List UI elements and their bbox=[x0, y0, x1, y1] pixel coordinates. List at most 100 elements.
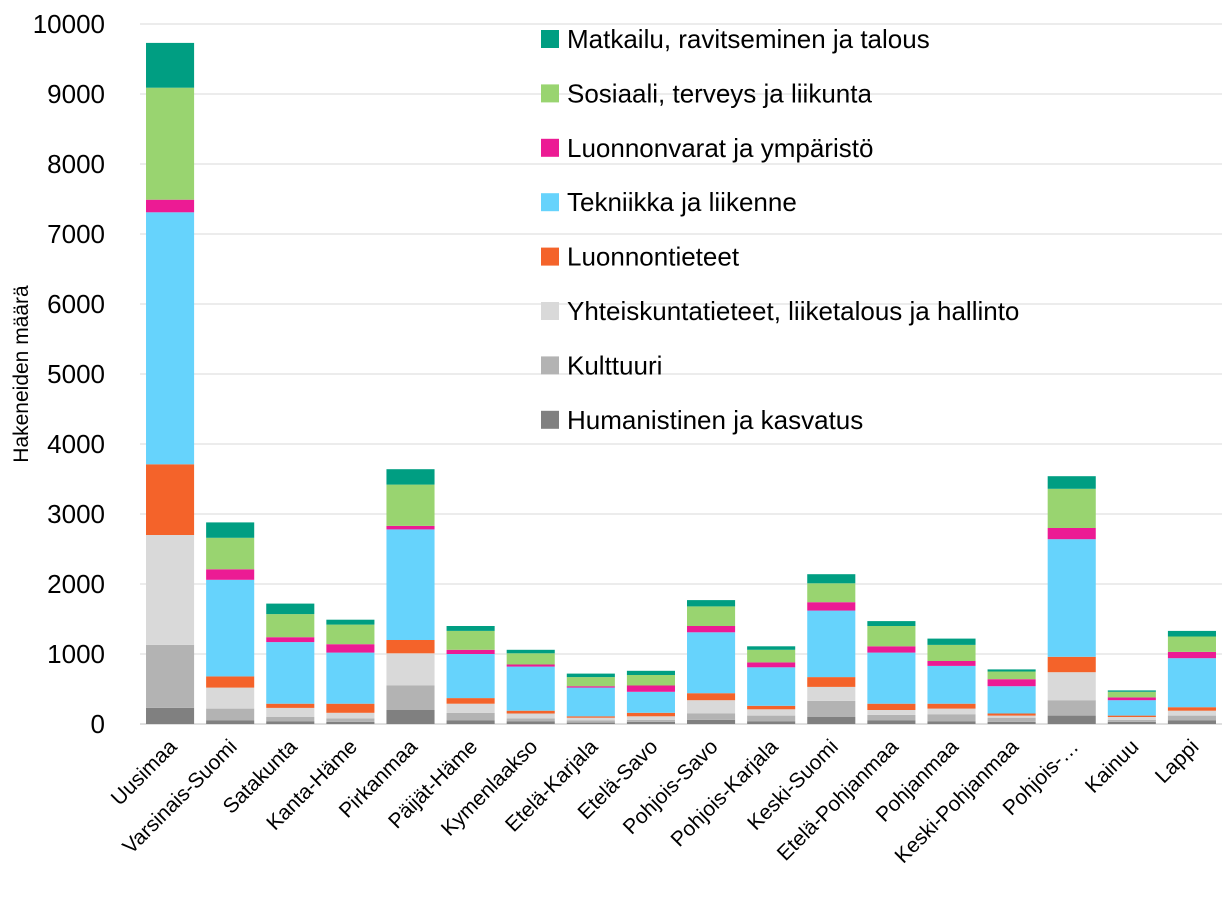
bar-segment bbox=[927, 638, 976, 645]
bar-segment bbox=[747, 709, 796, 716]
bar-segment bbox=[206, 720, 255, 724]
legend-label: Luonnontieteet bbox=[567, 242, 740, 272]
bar-segment bbox=[146, 535, 195, 645]
bar-segment bbox=[506, 713, 555, 719]
bar-segment bbox=[687, 626, 736, 633]
bar-segment bbox=[566, 716, 615, 718]
bar-segment bbox=[1047, 672, 1096, 701]
bar-segment bbox=[927, 721, 976, 724]
bar-segment bbox=[446, 649, 495, 654]
bar-segment bbox=[867, 710, 916, 715]
legend-label: Sosiaali, terveys ja liikunta bbox=[567, 78, 872, 108]
bar-segment bbox=[1107, 691, 1156, 698]
bar-segment bbox=[927, 661, 976, 666]
bar-segment bbox=[386, 640, 435, 654]
bar-segment bbox=[1107, 715, 1156, 717]
bar-segment bbox=[206, 708, 255, 721]
x-tick-label: Lappi bbox=[1151, 735, 1204, 788]
y-tick-label: 9000 bbox=[47, 79, 105, 109]
bar-segment bbox=[1047, 715, 1096, 724]
bar-segment bbox=[867, 714, 916, 721]
bar-segment bbox=[687, 606, 736, 626]
y-tick-label: 4000 bbox=[47, 429, 105, 459]
bar-segment bbox=[1047, 488, 1096, 528]
bar-segment bbox=[987, 671, 1036, 680]
bar-segment bbox=[807, 700, 856, 717]
bar-segment bbox=[206, 522, 255, 538]
bar-segment bbox=[146, 644, 195, 708]
bar-segment bbox=[446, 712, 495, 721]
bar-segment bbox=[1107, 721, 1156, 724]
bar-segment bbox=[326, 619, 375, 625]
bar-segment bbox=[1107, 719, 1156, 722]
y-tick-label: 5000 bbox=[47, 359, 105, 389]
bar-segment bbox=[446, 703, 495, 713]
bar-segment bbox=[1047, 476, 1096, 489]
bar-segment bbox=[1047, 700, 1096, 716]
bar-segment bbox=[146, 212, 195, 465]
legend-label: Humanistinen ja kasvatus bbox=[567, 405, 863, 435]
legend-swatch bbox=[541, 356, 559, 375]
bar-segment bbox=[206, 579, 255, 677]
bar-segment bbox=[747, 646, 796, 650]
bar-segment bbox=[266, 614, 315, 638]
bar-segment bbox=[566, 717, 615, 721]
y-tick-label: 6000 bbox=[47, 289, 105, 319]
bar-segment bbox=[506, 710, 555, 714]
bar-segment bbox=[1167, 710, 1216, 716]
bar-segment bbox=[1047, 528, 1096, 540]
bar-segment bbox=[146, 42, 195, 88]
bar-segment bbox=[1167, 720, 1216, 724]
bar-segment bbox=[626, 716, 675, 720]
bar-segment bbox=[626, 675, 675, 686]
bar-segment bbox=[206, 569, 255, 580]
bar-segment bbox=[266, 707, 315, 717]
bar-segment bbox=[987, 686, 1036, 714]
bar-segment bbox=[146, 707, 195, 724]
bar-segment bbox=[1047, 539, 1096, 657]
bar-segment bbox=[326, 718, 375, 722]
bar-segment bbox=[987, 717, 1036, 722]
bar-segment bbox=[687, 632, 736, 694]
bar-segment bbox=[506, 666, 555, 711]
bar-segment bbox=[446, 630, 495, 650]
y-tick-label: 0 bbox=[91, 709, 105, 739]
bar-segment bbox=[206, 676, 255, 688]
bar-segment bbox=[566, 720, 615, 723]
bar-segment bbox=[446, 698, 495, 704]
bar-segment bbox=[626, 691, 675, 713]
bar-segment bbox=[1167, 630, 1216, 637]
bar-segment bbox=[987, 715, 1036, 718]
bar-segment bbox=[206, 537, 255, 570]
bar-segment bbox=[386, 525, 435, 530]
bar-segment bbox=[326, 644, 375, 653]
bar-segment bbox=[326, 721, 375, 724]
legend-swatch bbox=[541, 30, 559, 48]
bar-segment bbox=[386, 685, 435, 710]
bar-segment bbox=[1167, 651, 1216, 659]
bar-segment bbox=[266, 721, 315, 724]
bar-segment bbox=[927, 703, 976, 709]
bar-segment bbox=[566, 722, 615, 724]
x-tick-label: Kainuu bbox=[1081, 735, 1144, 798]
bar-segment bbox=[566, 686, 615, 688]
bar-segment bbox=[1167, 715, 1216, 721]
bar-segment bbox=[146, 464, 195, 535]
bar-segment bbox=[326, 624, 375, 645]
bar-segment bbox=[386, 653, 435, 686]
bar-segment bbox=[1107, 700, 1156, 716]
bar-segment bbox=[747, 721, 796, 724]
bar-segment bbox=[687, 700, 736, 714]
bar-segment bbox=[506, 721, 555, 724]
bar-segment bbox=[266, 603, 315, 615]
y-tick-label: 1000 bbox=[47, 639, 105, 669]
bar-segment bbox=[266, 703, 315, 708]
bar-segment bbox=[386, 710, 435, 724]
bar-segment bbox=[807, 574, 856, 584]
bar-segment bbox=[747, 667, 796, 706]
y-axis-label: Hakeneiden määrä bbox=[10, 285, 33, 463]
y-tick-label: 10000 bbox=[33, 9, 105, 39]
bar-segment bbox=[747, 705, 796, 710]
bar-segment bbox=[146, 87, 195, 200]
bar-segment bbox=[446, 654, 495, 699]
